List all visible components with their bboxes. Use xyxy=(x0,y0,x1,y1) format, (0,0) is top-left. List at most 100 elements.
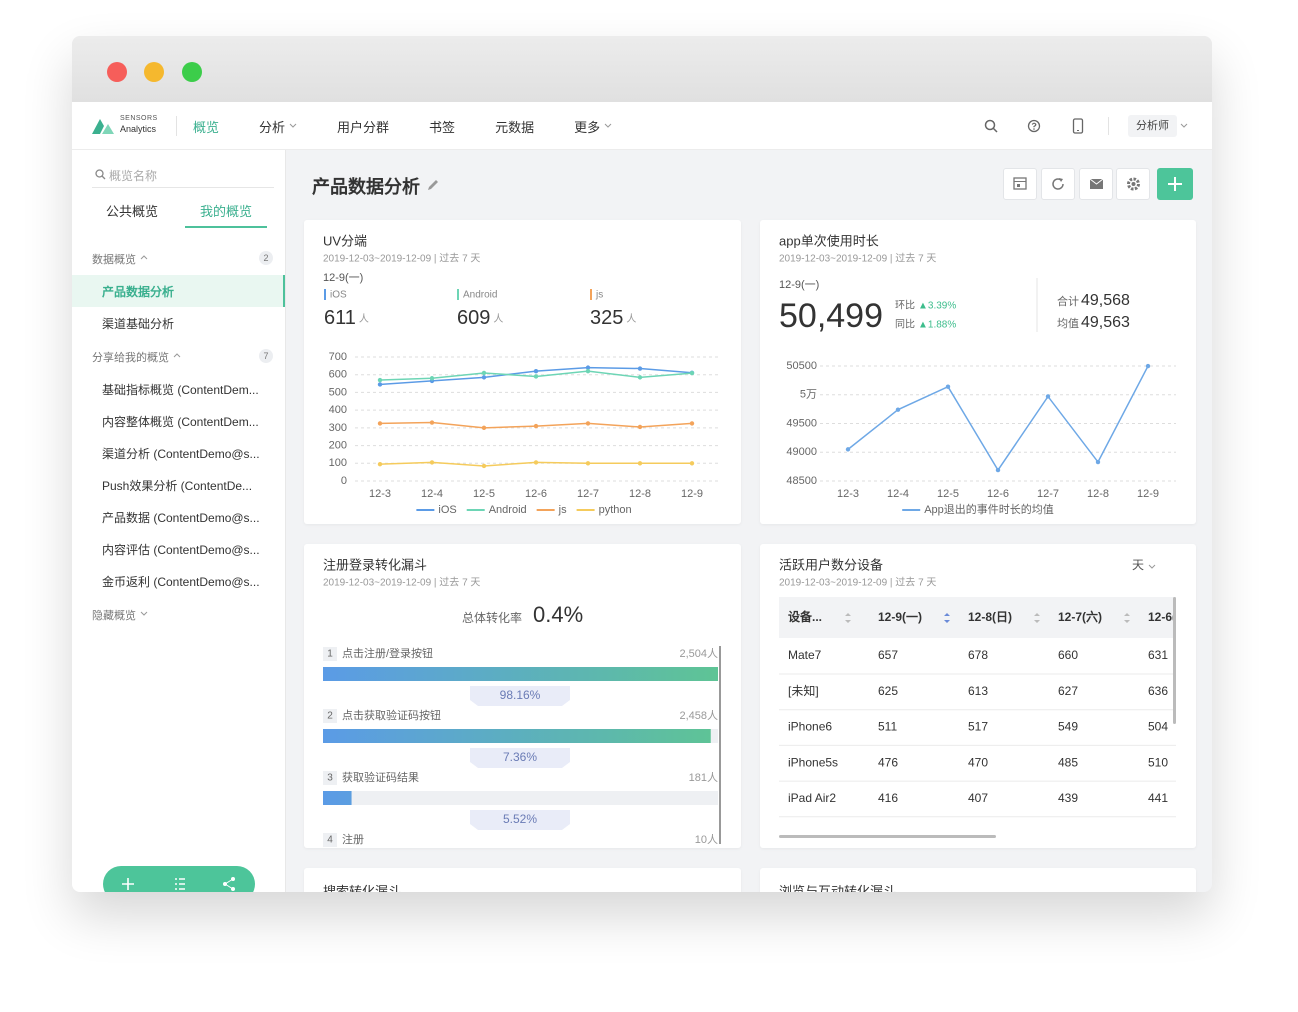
step-name: 点击注册/登录按钮 xyxy=(342,646,433,660)
point xyxy=(995,467,1001,473)
y-tick-label: 0 xyxy=(341,475,347,487)
point xyxy=(585,421,591,426)
step-count: 2,458人 xyxy=(679,709,718,722)
nav-item[interactable]: 用户分群 xyxy=(337,117,389,136)
nav-item[interactable]: 元数据 xyxy=(495,117,534,136)
content: 产品数据分析 UV分端 2019-12-03~2019-12-09 | 过去 7 … xyxy=(286,150,1212,892)
search-icon[interactable] xyxy=(984,119,998,133)
column-header[interactable]: 12-8(日) xyxy=(968,610,1012,624)
sidebar-item[interactable]: 金币返利 (ContentDemo@s... xyxy=(102,575,260,589)
settings-button[interactable] xyxy=(1116,168,1150,200)
step-badge xyxy=(323,771,337,785)
point xyxy=(481,375,487,380)
point xyxy=(895,407,901,412)
sidebar-item[interactable]: 渠道分析 (ContentDemo@s... xyxy=(102,447,260,461)
step-index: 4 xyxy=(327,835,333,846)
caret xyxy=(289,123,297,128)
column-header[interactable]: 12-7(六) xyxy=(1058,609,1102,624)
nav-label: 概览 xyxy=(193,119,220,135)
table: 设备... 12-9(一) 12-8(日) 12-7(六) 12-6(五) Mate7 65… xyxy=(779,597,1192,818)
x-tick-label: 12-5 xyxy=(473,488,495,500)
nav-item[interactable]: 书签 xyxy=(429,117,455,136)
nav-item[interactable]: 更多 xyxy=(574,117,612,136)
rate-box xyxy=(470,748,570,768)
table-cell: 470 xyxy=(968,755,988,769)
sidebar-item[interactable]: 内容评估 (ContentDemo@s... xyxy=(102,543,260,557)
point xyxy=(585,368,591,374)
point xyxy=(1095,459,1101,465)
sidebar-item[interactable]: 产品数据 (ContentDemo@s... xyxy=(102,511,260,525)
caret xyxy=(1180,123,1188,128)
table-cell: 613 xyxy=(968,684,988,698)
group-caret xyxy=(140,255,148,260)
mail-button[interactable] xyxy=(1079,168,1113,200)
point xyxy=(1145,363,1151,369)
sidebar-item[interactable]: Push效果分析 (ContentDe... xyxy=(102,479,253,493)
refresh-button[interactable] xyxy=(1041,168,1075,200)
date-range: 2019-12-03~2019-12-09 | 过去 7 天 xyxy=(779,252,936,265)
sidebar-item[interactable]: 产品数据分析 xyxy=(102,285,175,299)
minimize-dot[interactable] xyxy=(144,62,164,82)
group-title[interactable]: 数据概览 xyxy=(92,254,136,266)
big-value: 50,499 xyxy=(779,297,883,335)
y-tick-label: 300 xyxy=(329,422,347,434)
sort-icon xyxy=(845,613,851,623)
point xyxy=(377,421,383,426)
y-tick-label: 5万 xyxy=(800,389,817,401)
help-icon[interactable] xyxy=(1027,119,1041,133)
group-caret xyxy=(173,353,181,358)
y-tick-label: 400 xyxy=(329,404,347,416)
nav-label: 更多 xyxy=(574,119,601,135)
card: 搜索转化漏斗 xyxy=(304,868,741,892)
mobile-icon[interactable] xyxy=(1072,118,1084,134)
search-box[interactable]: 概览名称 xyxy=(92,164,274,188)
add-button[interactable] xyxy=(1157,168,1193,200)
logo-line1: SENSORS xyxy=(120,115,158,122)
sidebar-item[interactable]: 渠道基础分析 xyxy=(102,317,175,331)
column-header[interactable]: 设备... xyxy=(788,609,822,624)
group-title[interactable]: 分享给我的概览 xyxy=(92,352,169,364)
sort-icon xyxy=(944,613,950,623)
table-cell: iPhone5s xyxy=(788,755,838,769)
date-range: 2019-12-03~2019-12-09 | 过去 7 天 xyxy=(323,252,480,265)
stat-value: 611 xyxy=(324,307,356,329)
point xyxy=(637,461,643,466)
point xyxy=(689,421,695,426)
tab[interactable]: 公共概览 xyxy=(105,204,158,219)
stat-unit: 人 xyxy=(493,313,503,325)
nav-item[interactable]: 分析 xyxy=(259,117,297,136)
sidebar: 概览名称 公共概览 我的概览 数据概览 2 产品数据分析 渠道基础分析 分享给我的概览 7 基础… xyxy=(72,150,286,892)
stat: 609 人 xyxy=(457,307,503,329)
sidebar-item[interactable]: 内容整体概览 (ContentDem... xyxy=(102,415,259,429)
group-title[interactable]: 隐藏概览 xyxy=(92,610,136,622)
y-tick-label: 600 xyxy=(329,369,347,381)
legend: App退出的事件时长的均值 xyxy=(902,502,1054,516)
edit-icon[interactable] xyxy=(426,178,440,192)
tab-underline xyxy=(185,226,267,228)
column-header[interactable]: 12-6(五) xyxy=(1148,610,1192,624)
maximize-dot[interactable] xyxy=(182,62,202,82)
granularity[interactable]: 天 xyxy=(1132,558,1144,572)
nav-item[interactable]: 概览 xyxy=(193,117,219,136)
bar-track xyxy=(323,791,718,805)
sidebar-item[interactable]: 基础指标概览 (ContentDem... xyxy=(102,383,259,397)
column-header[interactable]: 12-9(一) xyxy=(878,610,922,624)
point xyxy=(429,420,435,425)
x-tick-label: 12-8 xyxy=(629,488,651,500)
caret xyxy=(604,123,612,128)
nav-items: 概览 分析 用户分群 书签 元数据 更多 xyxy=(193,102,652,150)
legend-label: iOS xyxy=(438,504,456,516)
tab[interactable]: 我的概览 xyxy=(199,204,252,219)
close-dot[interactable] xyxy=(107,62,127,82)
calendar-button[interactable] xyxy=(1003,168,1037,200)
x-tick-label: 12-4 xyxy=(887,488,909,500)
point xyxy=(377,382,383,387)
user-menu[interactable]: 分析师 xyxy=(1128,115,1177,137)
table-cell: 485 xyxy=(1058,755,1078,769)
table-cell: 504 xyxy=(1148,720,1168,734)
table-cell: 627 xyxy=(1058,684,1078,698)
point xyxy=(637,366,643,371)
card-title: 搜索转化漏斗 xyxy=(323,884,402,892)
caret xyxy=(140,611,148,616)
